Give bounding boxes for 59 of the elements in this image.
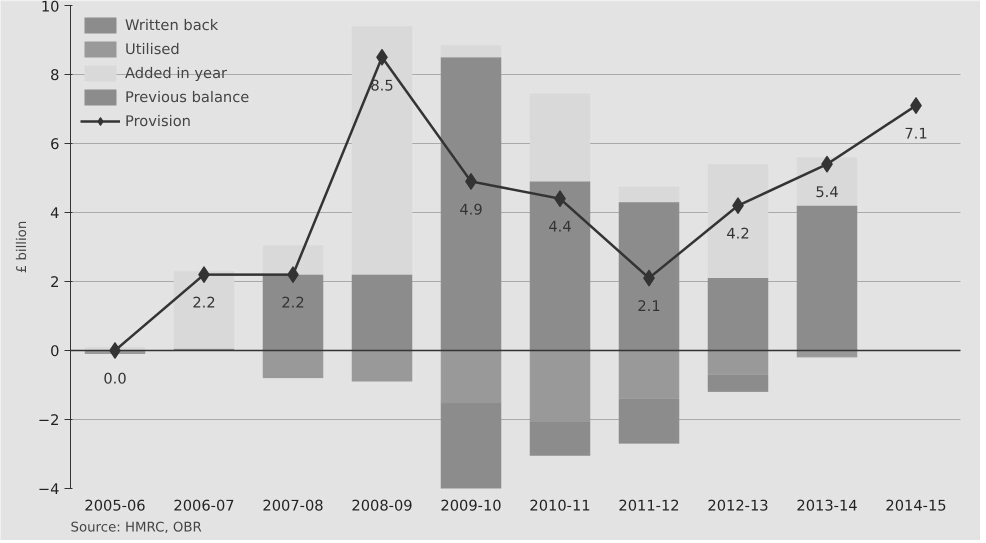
data-label: 7.1 <box>904 126 928 143</box>
y-axis-title: £ billion <box>14 220 30 274</box>
bar <box>530 421 590 456</box>
bar <box>530 350 590 422</box>
y-tick-label: −4 <box>38 481 60 498</box>
x-tick-label: 2007-08 <box>262 498 324 514</box>
data-label: 0.0 <box>103 370 127 388</box>
bar <box>174 271 234 349</box>
y-tick-label: 6 <box>50 136 60 153</box>
bar <box>708 164 768 278</box>
bar <box>440 402 502 488</box>
legend-label: Added in year <box>125 64 228 82</box>
x-tick-label: 2006-07 <box>173 498 235 514</box>
y-tick-label: 8 <box>50 67 60 84</box>
x-tick-label: 2013-14 <box>796 498 858 514</box>
bar <box>440 57 502 350</box>
x-tick-label: 2010-11 <box>529 498 591 514</box>
y-tick-label: 0 <box>50 343 60 360</box>
bar <box>796 206 858 350</box>
y-tick-label: 2 <box>50 274 60 291</box>
source-note: Source: HMRC, OBR <box>70 520 202 536</box>
bar <box>708 278 768 350</box>
x-tick-label: 2009-10 <box>440 498 502 514</box>
bar <box>440 45 502 58</box>
legend-label: Written back <box>125 16 218 34</box>
x-tick-label: 2014-15 <box>885 498 947 514</box>
y-tick-label: 10 <box>40 0 60 16</box>
data-label: 4.2 <box>726 226 750 243</box>
bar <box>796 157 858 206</box>
bar <box>530 93 590 182</box>
y-tick-label: −2 <box>38 412 60 429</box>
data-label: 4.9 <box>459 201 483 218</box>
bar <box>262 274 324 350</box>
data-label: 2.1 <box>637 298 661 316</box>
bar <box>352 26 412 275</box>
bar <box>708 374 768 392</box>
bar <box>440 350 502 402</box>
bar <box>352 350 412 382</box>
y-tick-label: 4 <box>50 205 60 222</box>
legend-label: Provision <box>125 112 191 130</box>
bar <box>708 350 768 375</box>
bar <box>262 350 324 378</box>
x-tick-label: 2011-12 <box>618 498 680 514</box>
x-tick-label: 2008-09 <box>351 498 413 514</box>
data-label: 2.2 <box>281 294 305 312</box>
bar <box>618 350 680 399</box>
bar <box>352 274 412 350</box>
data-label: 4.4 <box>548 218 572 236</box>
bar <box>618 186 680 202</box>
x-tick-label: 2012-13 <box>707 498 769 514</box>
bar <box>618 202 680 350</box>
data-label: 5.4 <box>815 184 839 202</box>
bar <box>618 398 680 444</box>
bar <box>530 181 590 350</box>
legend-label: Previous balance <box>125 88 250 106</box>
bar <box>262 245 324 275</box>
data-label: 2.2 <box>192 294 216 312</box>
legend-label: Utilised <box>125 40 180 58</box>
x-tick-label: 2005-06 <box>84 498 146 514</box>
